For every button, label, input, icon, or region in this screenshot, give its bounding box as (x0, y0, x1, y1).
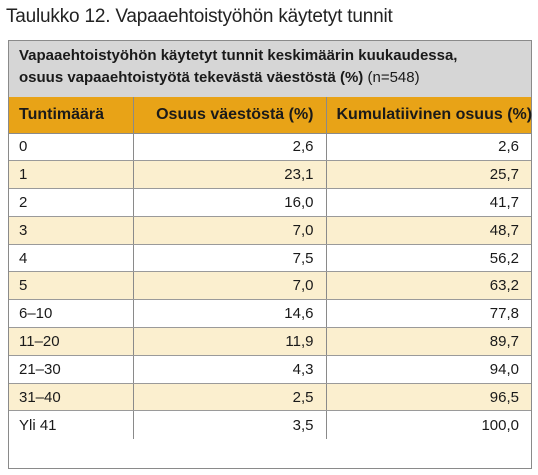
column-header-cumulative: Kumulatiivinen osuus (%) (326, 97, 532, 134)
cell-share: 14,6 (133, 299, 327, 329)
table-row: Yli 41 3,5 100,0 (9, 410, 531, 439)
data-table: Tuntimäärä Osuus väestöstä (%) Kumulatii… (9, 97, 532, 439)
cell-cumulative: 56,2 (326, 244, 531, 273)
table-panel: Vapaaehtoistyöhön käytetyt tunnit keskim… (8, 40, 532, 469)
cell-share: 11,9 (133, 327, 327, 356)
cell-cumulative: 77,8 (326, 299, 531, 329)
table-body: 0 2,6 2,6 1 23,1 25,7 2 16,0 41,7 3 7,0 48,7 4 7,5 56,… (9, 133, 531, 439)
table-row: 0 2,6 2,6 (9, 133, 531, 162)
table-row: 4 7,5 56,2 (9, 244, 531, 273)
table-row: 21–30 4,3 94,0 (9, 355, 531, 384)
cell-cumulative: 89,7 (326, 327, 531, 356)
cell-cumulative: 94,0 (326, 355, 531, 384)
cell-hours: 0 (9, 133, 134, 162)
cell-share: 23,1 (133, 160, 327, 190)
table-row: 1 23,1 25,7 (9, 160, 531, 190)
cell-cumulative: 2,6 (326, 133, 531, 162)
cell-hours: 4 (9, 244, 134, 273)
table-title-line-1: Vapaaehtoistyöhön käytetyt tunnit keskim… (19, 47, 458, 64)
cell-share: 3,5 (133, 410, 327, 439)
table-row: 3 7,0 48,7 (9, 216, 531, 245)
table-row: 31–40 2,5 96,5 (9, 383, 531, 412)
cell-share: 7,0 (133, 216, 327, 245)
cell-cumulative: 100,0 (481, 416, 519, 434)
cell-share: 2,6 (133, 133, 327, 162)
cell-cumulative: 48,7 (326, 216, 531, 245)
cell-share: 2,5 (133, 383, 327, 412)
cell-hours: 6–10 (9, 299, 134, 329)
table-row: 11–20 11,9 89,7 (9, 327, 531, 356)
cell-share: 16,0 (133, 188, 327, 217)
cell-hours: 31–40 (9, 383, 134, 412)
sample-size: (n=548) (363, 69, 420, 86)
header-row: Tuntimäärä Osuus väestöstä (%) Kumulatii… (9, 97, 532, 134)
cell-share: 7,5 (133, 244, 327, 273)
table-title-line-2: osuus vapaaehtoistyötä tekevästä väestös… (19, 67, 521, 89)
cell-hours: 3 (9, 216, 134, 245)
cell-hours: Yli 41 (9, 410, 134, 439)
table-title-line-2-text: osuus vapaaehtoistyötä tekevästä väestös… (19, 69, 364, 86)
table-row: 2 16,0 41,7 (9, 188, 531, 217)
cell-hours: 5 (9, 271, 134, 301)
cell-cumulative: 25,7 (326, 160, 531, 190)
column-header-hours: Tuntimäärä (9, 97, 134, 134)
column-header-share: Osuus väestöstä (%) (133, 97, 327, 134)
cell-hours: 21–30 (9, 355, 134, 384)
cell-hours: 11–20 (9, 327, 134, 356)
table-row: 5 7,0 63,2 (9, 271, 531, 301)
table-row: 6–10 14,6 77,8 (9, 299, 531, 329)
cell-hours: 2 (9, 188, 134, 217)
cell-share: 7,0 (133, 271, 327, 301)
cell-hours: 1 (9, 160, 134, 190)
cell-cumulative: 41,7 (326, 188, 531, 217)
table-title: Vapaaehtoistyöhön käytetyt tunnit keskim… (9, 41, 531, 97)
cell-share: 4,3 (133, 355, 327, 384)
cell-cumulative: 96,5 (326, 383, 531, 412)
cell-cumulative: 63,2 (326, 271, 531, 301)
table-caption: Taulukko 12. Vapaaehtoistyöhön käytetyt … (6, 6, 393, 27)
